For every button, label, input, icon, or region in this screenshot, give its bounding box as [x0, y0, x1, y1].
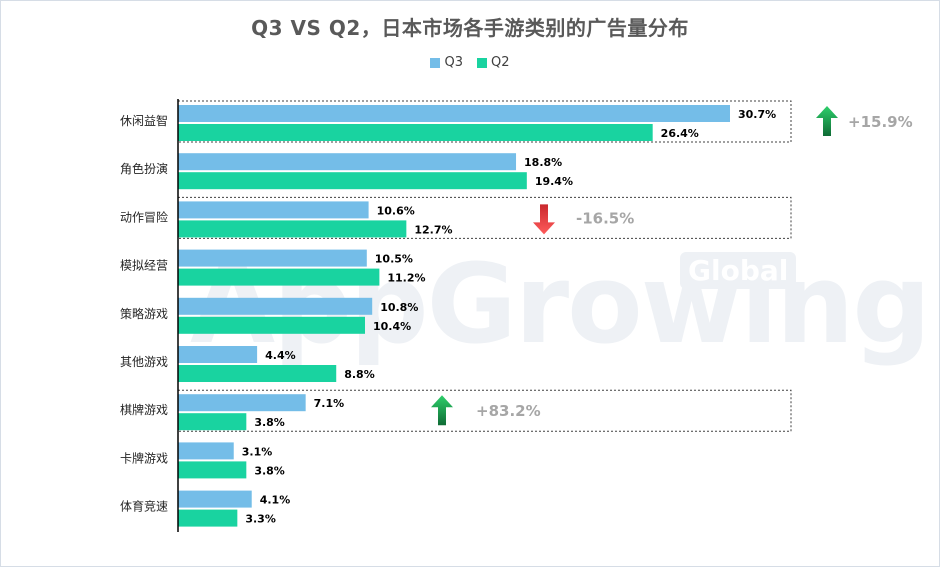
bar-q3: [178, 201, 369, 219]
bar-q3: [178, 297, 373, 315]
bar-q2: [178, 461, 247, 479]
category-label: 动作冒险: [120, 209, 168, 224]
highlight-box-2: [177, 389, 792, 432]
bar-q2: [178, 124, 653, 141]
bar-q2: [178, 413, 247, 431]
change-label: +83.2%: [476, 402, 541, 420]
bar-q2: [178, 220, 407, 238]
value-label-q3: 4.4%: [265, 349, 296, 362]
bar-q2: [178, 509, 238, 527]
bar-q2: [178, 172, 527, 190]
value-label-q2: 11.2%: [387, 272, 425, 285]
category-label: 卡牌游戏: [120, 451, 168, 465]
legend-label-q2: Q2: [491, 55, 510, 70]
category-label: 棋牌游戏: [120, 403, 168, 417]
value-label-q3: 7.1%: [314, 397, 345, 410]
bar-q3: [178, 442, 234, 460]
category-label: 其他游戏: [120, 355, 168, 369]
value-label-q3: 10.6%: [377, 204, 415, 217]
highlight-box-0: [177, 100, 792, 143]
arrow-up-icon: [431, 395, 453, 426]
category-label: 休闲益智: [120, 113, 168, 128]
value-label-q2: 19.4%: [535, 175, 573, 188]
category-label: 体育竞速: [120, 499, 168, 514]
value-label-q3: 30.7%: [738, 108, 776, 121]
value-label-q3: 10.8%: [380, 301, 418, 314]
legend-label-q3: Q3: [444, 55, 463, 70]
bar-q3: [178, 490, 252, 508]
value-label-q2: 10.4%: [373, 320, 411, 333]
category-label: 角色扮演: [120, 161, 168, 176]
value-label-q3: 3.1%: [242, 445, 273, 458]
bar-q2: [178, 365, 337, 382]
legend-item-q3: Q3: [430, 55, 463, 70]
legend-item-q2: Q2: [477, 55, 510, 70]
bar-q3: [178, 105, 730, 122]
bar-q3: [178, 394, 306, 412]
legend: Q3 Q2: [0, 55, 940, 70]
value-label-q2: 3.8%: [254, 464, 285, 477]
legend-swatch-q2: [477, 57, 487, 68]
value-label-q3: 18.8%: [524, 156, 562, 169]
arrow-down-icon: [533, 204, 555, 235]
watermark-badge: Global: [680, 252, 797, 289]
chart-title: Q3 VS Q2，日本市场各手游类别的广告量分布: [251, 16, 689, 40]
value-label-q2: 3.3%: [245, 513, 276, 526]
category-label: 策略游戏: [120, 306, 168, 321]
bar-q3: [178, 153, 517, 171]
arrow-up-icon: [816, 106, 838, 136]
value-label-q3: 4.1%: [260, 494, 291, 507]
value-label-q2: 26.4%: [661, 127, 699, 140]
bar-q3: [178, 249, 367, 267]
value-label-q2: 8.8%: [344, 368, 375, 381]
category-label: 模拟经营: [120, 259, 168, 273]
bar-q2: [178, 268, 380, 286]
value-label-q3: 10.5%: [375, 253, 413, 266]
bar-q2: [178, 316, 365, 334]
change-label: -16.5%: [576, 209, 634, 227]
highlight-box-1: [177, 196, 792, 239]
change-label: +15.9%: [848, 113, 913, 131]
value-label-q2: 12.7%: [414, 223, 452, 236]
bar-q3: [178, 346, 258, 363]
value-label-q2: 3.8%: [254, 416, 285, 429]
legend-swatch-q3: [430, 57, 441, 68]
